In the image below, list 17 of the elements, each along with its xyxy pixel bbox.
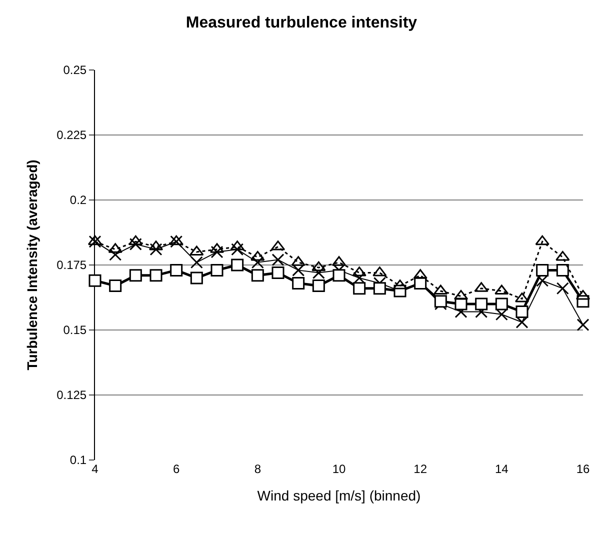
y-tick-label: 0.175	[56, 258, 87, 272]
x-tick-label: 10	[332, 462, 346, 476]
x-axis-title: Wind speed [m/s] (binned)	[257, 487, 421, 504]
x-tick-label: 12	[414, 462, 428, 476]
y-tick-label: 0.125	[56, 388, 87, 402]
y-tick-label: 0.1	[70, 453, 87, 468]
x-tick-label: 8	[254, 462, 262, 476]
y-tick-label: 0.25	[63, 63, 87, 78]
x-tick-label: 4	[92, 462, 99, 476]
x-tick-label: 6	[172, 462, 180, 476]
chart-title: Measured turbulence intensity	[186, 14, 418, 32]
y-axis-title: Turbulence Intensity (averaged)	[24, 160, 40, 370]
x-tick-label: 14	[494, 462, 509, 476]
y-tick-label: 0.2	[70, 193, 87, 208]
x-tick-label: 16	[576, 462, 590, 476]
y-tick-label: 0.15	[63, 323, 87, 338]
y-tick-label: 0.225	[56, 128, 87, 142]
